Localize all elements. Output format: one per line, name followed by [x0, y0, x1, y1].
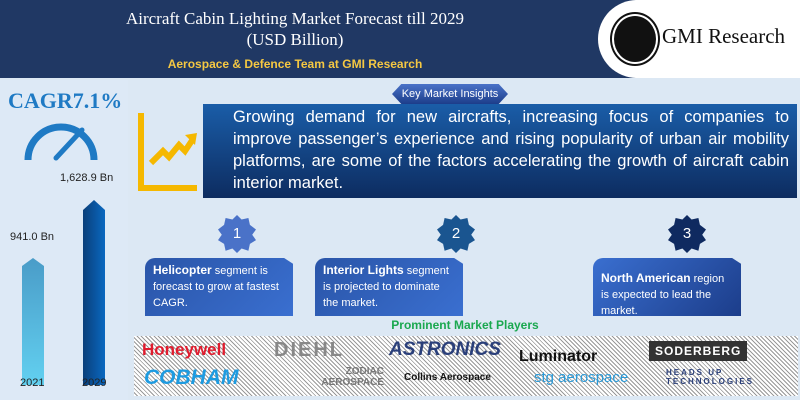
bar-2021 — [22, 258, 44, 385]
players-logos: Honeywell DIEHL ASTRONICS Luminator SODE… — [134, 336, 798, 396]
bar-label-2029: 1,628.9 Bn — [60, 172, 114, 184]
card-highlight: Helicopter — [153, 263, 212, 277]
speedometer-icon — [24, 123, 98, 161]
insight-card-north-america: North American region is expected to lea… — [593, 258, 741, 316]
page-title: Aircraft Cabin Lighting Market Forecast … — [100, 8, 490, 50]
card-highlight: North American — [601, 271, 691, 285]
header: Aircraft Cabin Lighting Market Forecast … — [0, 0, 800, 78]
title-line-2: (USD Billion) — [246, 30, 344, 49]
logo-cobham: COBHAM — [144, 366, 239, 389]
title-line-1: Aircraft Cabin Lighting Market Forecast … — [125, 9, 465, 28]
logo-honeywell: Honeywell — [142, 340, 227, 359]
growth-chart-icon — [138, 113, 197, 191]
growth-panel: CAGR7.1% 941.0 Bn 1,628.9 Bn 2021 2029 — [0, 80, 128, 400]
subtitle: Aerospace & Defence Team at GMI Research — [167, 57, 423, 71]
insight-text: Growing demand for new aircrafts, increa… — [203, 104, 797, 198]
badge-3: 3 — [668, 215, 706, 253]
brand-logo: GMI Research — [598, 0, 800, 78]
brand-name: GMI Research — [662, 24, 786, 48]
logo-stg: stg aerospace — [534, 369, 629, 386]
logo-astronics: ASTRONICS — [389, 339, 501, 360]
card-text: region is expected to lead the market. — [601, 273, 725, 317]
card-highlight: Interior Lights — [323, 263, 404, 277]
year-2021: 2021 — [20, 377, 45, 389]
insight-card-interior-lights: Interior Lights segment is projected to … — [315, 258, 463, 316]
card-text: segment is projected to dominate the mar… — [323, 265, 449, 309]
logo-heads-up: HEADS UP TECHNOLOGIES — [666, 368, 755, 386]
players-title: Prominent Market Players — [391, 318, 539, 332]
logo-diehl: DIEHL — [274, 339, 344, 361]
badge-1: 1 — [218, 215, 256, 253]
palm-logo-icon — [612, 14, 658, 64]
insight-card-helicopter: Helicopter segment is forecast to grow a… — [145, 258, 293, 316]
bar-label-2021: 941.0 Bn — [10, 231, 55, 243]
logo-soderberg: SODERBERG — [649, 341, 748, 361]
badge-2: 2 — [437, 215, 475, 253]
bar-2029 — [83, 200, 105, 385]
logo-zodiac: ZODIAC AEROSPACE — [321, 366, 384, 388]
card-text: segment is forecast to grow at fastest C… — [153, 265, 279, 309]
year-2029: 2029 — [82, 377, 107, 389]
cagr-value: CAGR7.1% — [8, 88, 123, 113]
logo-collins: Collins Aerospace — [404, 372, 491, 383]
logo-luminator: Luminator — [519, 348, 598, 365]
key-insights-tab: Key Market Insights — [392, 84, 508, 104]
